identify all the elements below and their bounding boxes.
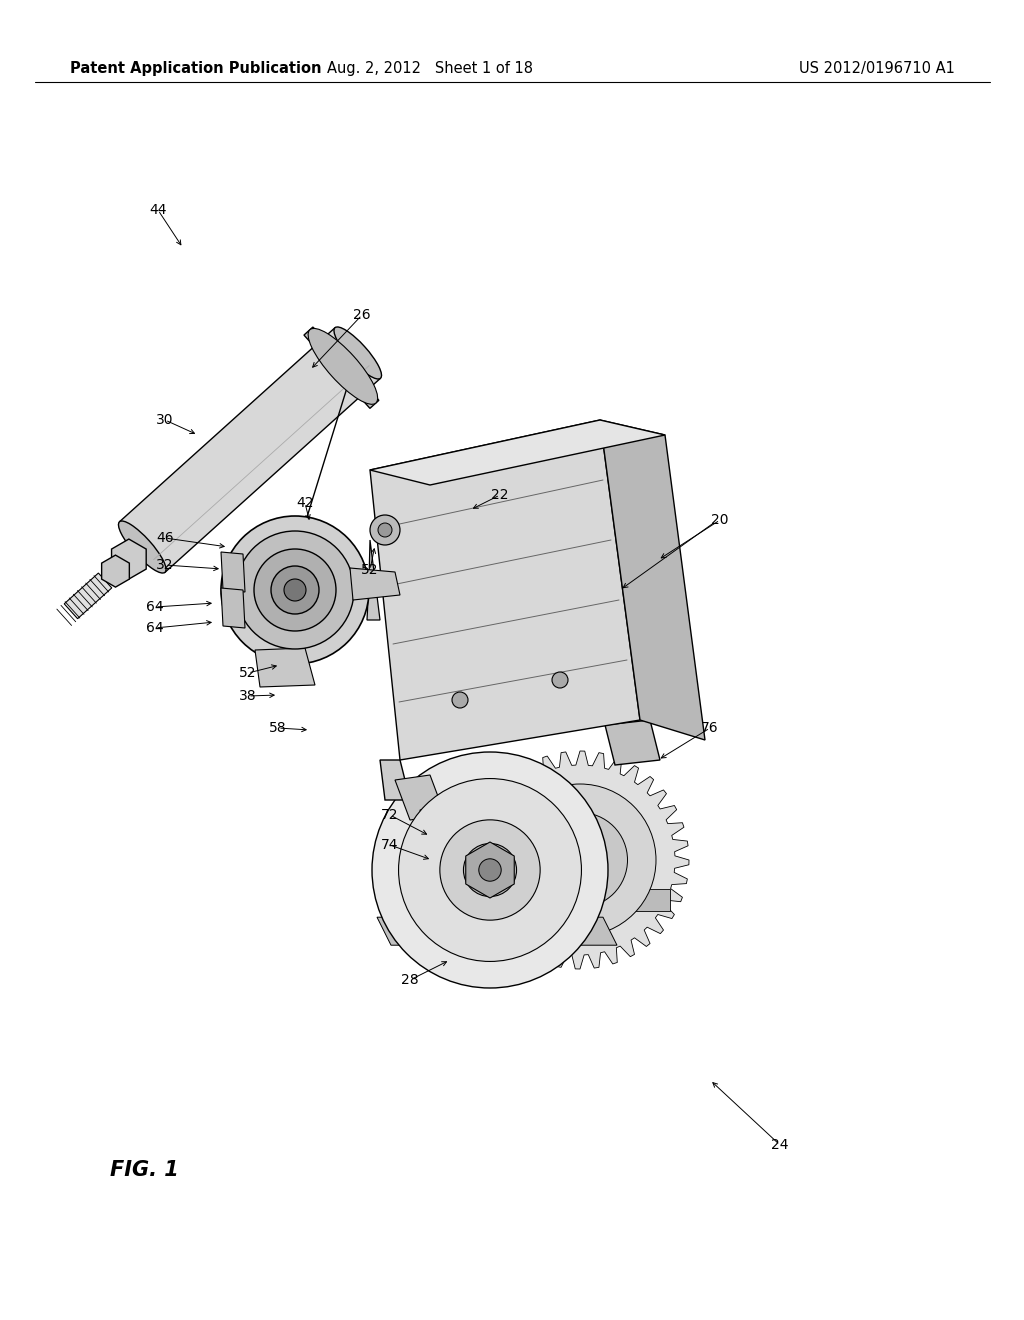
Polygon shape <box>221 552 245 591</box>
Polygon shape <box>101 556 129 587</box>
Text: 52: 52 <box>361 564 379 577</box>
Text: 30: 30 <box>157 413 174 426</box>
Text: 20: 20 <box>712 513 729 527</box>
Polygon shape <box>420 805 465 845</box>
Text: 76: 76 <box>701 721 719 735</box>
Polygon shape <box>370 420 665 484</box>
Ellipse shape <box>372 752 608 987</box>
Polygon shape <box>600 420 705 741</box>
Polygon shape <box>450 760 515 800</box>
Ellipse shape <box>370 515 400 545</box>
Text: Aug. 2, 2012   Sheet 1 of 18: Aug. 2, 2012 Sheet 1 of 18 <box>327 61 534 75</box>
Polygon shape <box>605 719 660 766</box>
Ellipse shape <box>119 521 166 573</box>
Polygon shape <box>120 327 381 573</box>
Ellipse shape <box>479 859 501 882</box>
Text: 72: 72 <box>381 808 398 822</box>
Text: 64: 64 <box>146 620 164 635</box>
Polygon shape <box>489 888 671 911</box>
Text: 52: 52 <box>240 667 257 680</box>
Polygon shape <box>380 760 410 800</box>
Ellipse shape <box>452 692 468 708</box>
Polygon shape <box>471 751 689 969</box>
Text: 42: 42 <box>296 496 313 510</box>
Text: 64: 64 <box>146 601 164 614</box>
Text: 58: 58 <box>269 721 287 735</box>
Text: Patent Application Publication: Patent Application Publication <box>70 61 322 75</box>
Polygon shape <box>112 539 146 579</box>
Text: 38: 38 <box>240 689 257 704</box>
Text: 32: 32 <box>157 558 174 572</box>
Ellipse shape <box>440 820 540 920</box>
Ellipse shape <box>378 523 392 537</box>
Ellipse shape <box>221 516 369 664</box>
Ellipse shape <box>254 549 336 631</box>
Text: 26: 26 <box>353 308 371 322</box>
Text: FIG. 1: FIG. 1 <box>110 1160 179 1180</box>
Ellipse shape <box>532 813 628 908</box>
Polygon shape <box>221 587 245 628</box>
Text: 74: 74 <box>381 838 398 851</box>
Text: 44: 44 <box>150 203 167 216</box>
Polygon shape <box>367 540 380 620</box>
Polygon shape <box>377 917 617 945</box>
Ellipse shape <box>464 843 516 896</box>
Ellipse shape <box>552 672 568 688</box>
Ellipse shape <box>271 566 319 614</box>
Polygon shape <box>304 327 379 408</box>
Polygon shape <box>466 842 514 898</box>
Ellipse shape <box>236 531 354 649</box>
Polygon shape <box>65 573 112 619</box>
Text: 22: 22 <box>492 488 509 502</box>
Ellipse shape <box>334 327 382 379</box>
Polygon shape <box>350 568 400 601</box>
Text: 46: 46 <box>157 531 174 545</box>
Polygon shape <box>370 420 640 760</box>
Ellipse shape <box>504 784 656 936</box>
Polygon shape <box>255 648 315 686</box>
Ellipse shape <box>284 579 306 601</box>
Polygon shape <box>395 775 445 820</box>
Ellipse shape <box>398 779 582 961</box>
Text: 28: 28 <box>401 973 419 987</box>
Ellipse shape <box>308 329 378 404</box>
Text: 24: 24 <box>771 1138 788 1152</box>
Text: US 2012/0196710 A1: US 2012/0196710 A1 <box>799 61 955 75</box>
